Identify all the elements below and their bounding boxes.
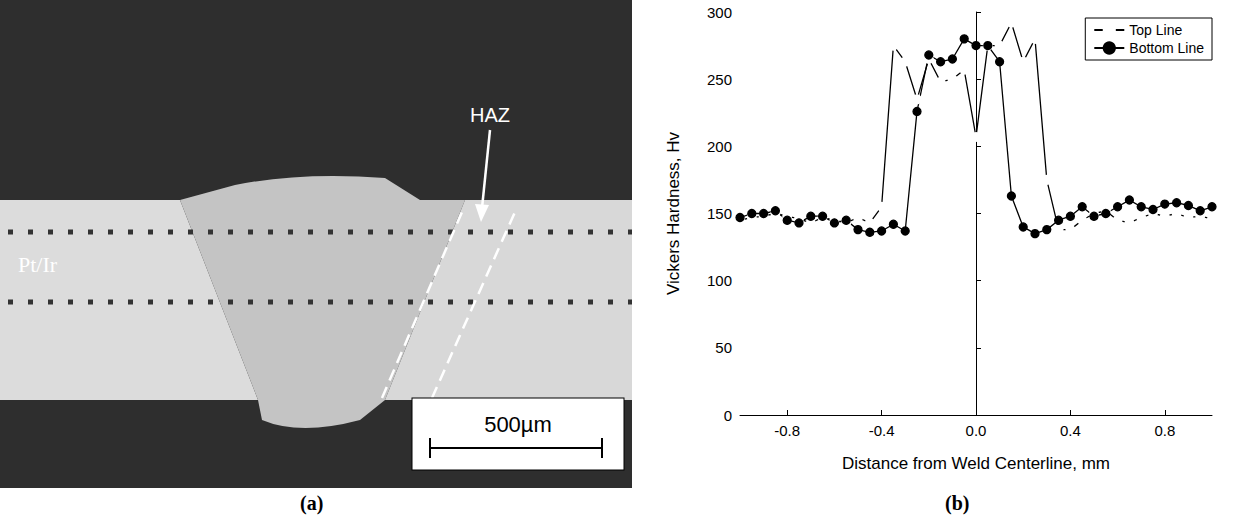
svg-text:-0.8: -0.8 xyxy=(774,422,800,439)
svg-text:0.4: 0.4 xyxy=(1060,422,1081,439)
svg-text:-0.4: -0.4 xyxy=(869,422,895,439)
svg-text:200: 200 xyxy=(707,138,732,155)
svg-text:250: 250 xyxy=(707,71,732,88)
svg-text:0.8: 0.8 xyxy=(1154,422,1175,439)
svg-text:HAZ: HAZ xyxy=(470,104,510,126)
svg-text:100: 100 xyxy=(707,272,732,289)
svg-text:0: 0 xyxy=(724,407,732,424)
svg-text:Pt/Ir: Pt/Ir xyxy=(18,252,58,277)
svg-text:Vickers Hardness, Hv: Vickers Hardness, Hv xyxy=(664,131,683,295)
svg-text:500µm: 500µm xyxy=(484,412,552,437)
html-text:(b): (b) xyxy=(945,492,970,514)
svg-text:Top Line: Top Line xyxy=(1129,22,1182,38)
html-text:(a): (a) xyxy=(300,492,324,514)
svg-text:Bottom Line: Bottom Line xyxy=(1129,40,1204,56)
svg-text:50: 50 xyxy=(715,339,732,356)
svg-text:0.0: 0.0 xyxy=(966,422,987,439)
svg-text:Distance from Weld Centerline,: Distance from Weld Centerline, mm xyxy=(842,454,1110,473)
svg-text:300: 300 xyxy=(707,4,732,21)
svg-text:150: 150 xyxy=(707,205,732,222)
